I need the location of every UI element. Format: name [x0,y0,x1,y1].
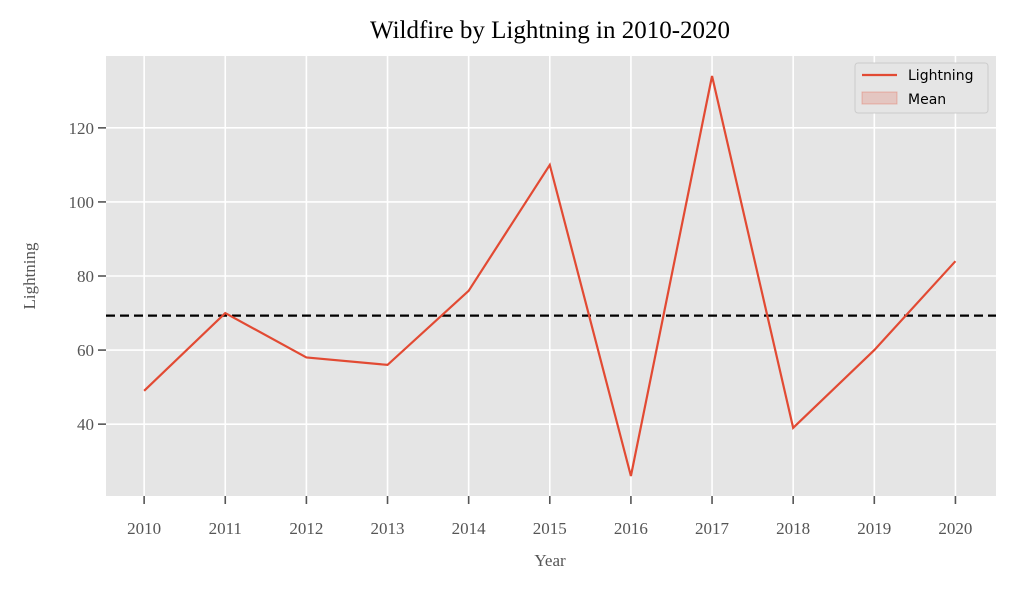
data-points [144,75,956,477]
y-tick-label: 40 [77,415,94,434]
y-tick-label: 100 [69,193,95,212]
x-tick-label: 2012 [289,519,323,538]
x-tick-label: 2019 [857,519,891,538]
legend-swatch-mean [861,91,898,105]
legend-label-mean: Mean [908,92,946,108]
x-tick-label: 2013 [371,519,405,538]
x-tick-label: 2011 [209,519,242,538]
chart-title: Wildfire by Lightning in 2010-2020 [370,17,730,44]
x-axis-ticks: 2010 2011 2012 2013 2014 2015 2016 2017 2018 2019… [127,496,972,538]
y-gridlines [106,127,996,425]
y-tick-label: 60 [77,341,94,360]
x-tick-label: 2020 [938,519,972,538]
x-tick-label: 2018 [776,519,810,538]
x-tick-label: 2015 [533,519,567,538]
legend: Lightning Mean [854,62,989,114]
x-tick-label: 2014 [452,519,487,538]
x-tick-label: 2010 [127,519,161,538]
x-tick-label: 2017 [695,519,730,538]
legend-label-lightning: Lightning [908,68,973,84]
x-tick-label: 2016 [614,519,648,538]
y-axis-label: Lightning [20,242,39,310]
y-axis-ticks: 40 60 80 100 120 [69,119,106,434]
y-tick-label: 80 [77,267,94,286]
y-tick-label: 120 [69,119,95,138]
x-axis-label: Year [534,551,566,570]
